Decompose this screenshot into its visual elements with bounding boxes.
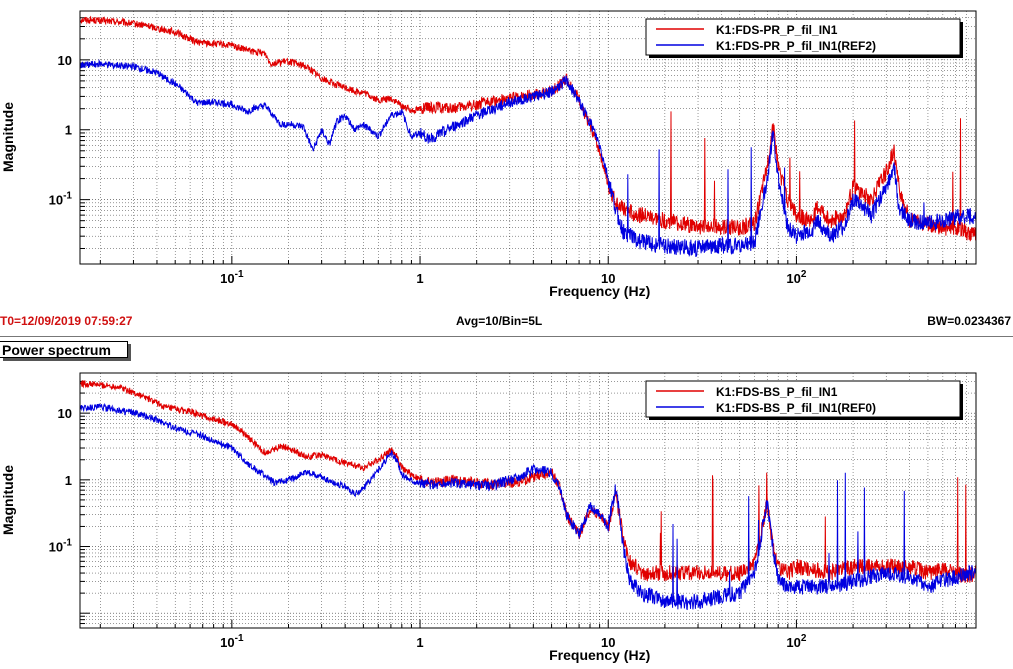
legend-box [645,380,961,418]
x-tick-label: 102 [786,633,806,650]
y-tick-label: 10-1 [49,538,73,555]
legend-label: K1:FDS-BS_P_fil_IN1(REF0) [716,401,876,415]
x-tick-label: 102 [786,269,806,286]
series-line-live [79,380,977,583]
panel-divider [0,336,1013,337]
bandwidth-info: BW=0.0234367 [927,314,1011,328]
x-tick-label: 10-1 [220,269,244,286]
x-tick-label: 10 [601,271,615,286]
legend-label: K1:FDS-PR_P_fil_IN1(REF2) [716,39,876,53]
legend: K1:FDS-BS_P_fil_IN1 K1:FDS-BS_P_fil_IN1(R… [645,380,963,420]
y-tick-label: 10 [58,53,72,68]
legend-box [645,18,961,56]
x-tick-label: 10-1 [220,633,244,650]
grid [80,11,976,264]
y-axis-title: Magnitude [0,102,16,172]
legend: K1:FDS-PR_P_fil_IN1 K1:FDS-PR_P_fil_IN1(R… [645,18,963,58]
legend-label: K1:FDS-PR_P_fil_IN1 [716,23,838,37]
info-row: T0=12/09/2019 07:59:27 Avg=10/Bin=5L BW=… [0,313,1013,331]
x-axis-title: Frequency (Hz) [549,647,650,663]
x-axis-title: Frequency (Hz) [549,283,650,299]
power-spectrum-tab[interactable]: Power spectrum [0,341,128,358]
y-tick-label: 10-1 [49,191,73,208]
series-line-reference [79,58,977,258]
x-tick-label: 1 [416,635,423,650]
plot-frame [79,10,977,265]
series-line-reference [79,402,977,611]
t0-timestamp: T0=12/09/2019 07:59:27 [0,314,133,328]
y-axis-title: Magnitude [0,465,16,535]
y-tick-label: 1 [65,123,72,138]
plot-frame [79,372,977,629]
y-tick-label: 1 [65,473,72,488]
x-tick-label: 10 [601,635,615,650]
averaging-info: Avg=10/Bin=5L [456,314,543,328]
x-tick-label: 1 [416,271,423,286]
y-tick-label: 10 [58,406,72,421]
legend-label: K1:FDS-BS_P_fil_IN1 [716,385,838,399]
